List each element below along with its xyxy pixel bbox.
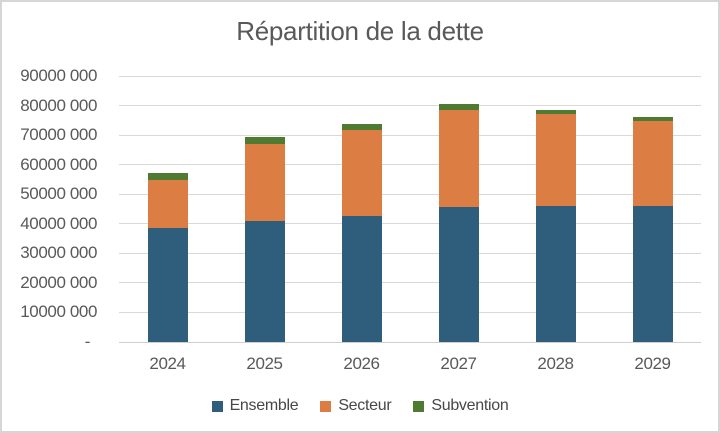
- bar-segment-secteur-2029[interactable]: [632, 120, 673, 206]
- x-axis-label: 2026: [343, 354, 380, 373]
- bar-segment-subvention-2024[interactable]: [147, 172, 188, 181]
- x-axis-label: 2027: [440, 354, 477, 373]
- chart-title: Répartition de la dette: [236, 16, 484, 46]
- legend: Ensemble Secteur Subvention: [2, 397, 718, 415]
- y-axis-tick-label: 10000 000: [20, 302, 97, 322]
- gridline: [119, 105, 701, 107]
- bar-segment-ensemble-2028[interactable]: [535, 206, 576, 342]
- gridline: [119, 282, 701, 284]
- bar-segment-secteur-2027[interactable]: [438, 110, 479, 207]
- legend-swatch-icon: [320, 400, 332, 412]
- bar-segment-ensemble-2029[interactable]: [632, 206, 673, 342]
- x-axis-label: 2028: [537, 354, 574, 373]
- legend-label: Secteur: [338, 397, 392, 414]
- x-axis-label: 2029: [634, 354, 671, 373]
- gridline: [119, 193, 701, 195]
- legend-item-ensemble[interactable]: Ensemble: [211, 397, 299, 415]
- bar-segment-secteur-2026[interactable]: [341, 130, 382, 217]
- y-axis-tick-label: -: [84, 332, 91, 351]
- y-axis-tick-label: 60000 000: [20, 154, 97, 174]
- legend-swatch-icon: [211, 400, 223, 412]
- bar-segment-subvention-2026[interactable]: [341, 123, 382, 131]
- y-axis-tick-label: 90000 000: [20, 66, 97, 85]
- x-axis-label: 2024: [149, 354, 186, 373]
- y-axis-tick-label: 30000 000: [20, 243, 97, 263]
- bar-segment-ensemble-2026[interactable]: [341, 216, 382, 342]
- bar-segment-subvention-2027[interactable]: [438, 103, 479, 110]
- bar-segment-secteur-2028[interactable]: [535, 113, 576, 206]
- bar-segment-secteur-2025[interactable]: [244, 144, 285, 221]
- x-axis-line: [119, 341, 701, 343]
- gridline: [119, 223, 701, 225]
- y-axis-tick-label: 20000 000: [20, 272, 97, 292]
- y-axis-tick-label: 70000 000: [20, 125, 97, 145]
- y-axis-tick-label: 80000 000: [20, 95, 97, 115]
- gridline: [119, 252, 701, 254]
- gridline: [119, 164, 701, 166]
- legend-label: Ensemble: [229, 397, 299, 414]
- bar-segment-subvention-2028[interactable]: [535, 109, 576, 114]
- y-axis-tick-label: 50000 000: [20, 184, 97, 204]
- gridline: [119, 75, 701, 77]
- gridline: [119, 134, 701, 136]
- legend-item-secteur[interactable]: Secteur: [320, 397, 392, 415]
- legend-item-subvention[interactable]: Subvention: [413, 397, 509, 415]
- y-axis-tick-label: 40000 000: [20, 213, 97, 233]
- bar-segment-ensemble-2025[interactable]: [244, 220, 285, 342]
- x-axis-label: 2025: [246, 354, 283, 373]
- legend-label: Subvention: [431, 397, 509, 414]
- bar-segment-ensemble-2027[interactable]: [438, 206, 479, 342]
- legend-swatch-icon: [413, 400, 425, 412]
- gridline: [119, 311, 701, 313]
- bar-segment-subvention-2025[interactable]: [244, 137, 285, 145]
- bar-segment-secteur-2024[interactable]: [147, 180, 188, 229]
- bar-segment-ensemble-2024[interactable]: [147, 228, 188, 342]
- bar-segment-subvention-2029[interactable]: [632, 116, 673, 121]
